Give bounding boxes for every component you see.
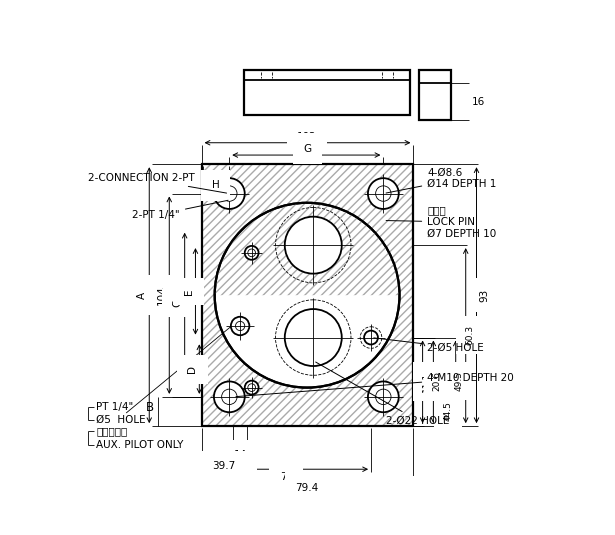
Circle shape — [376, 389, 391, 404]
Text: 20.6: 20.6 — [433, 371, 442, 392]
Text: D: D — [188, 365, 197, 373]
Text: 4-M10 DEPTH 20: 4-M10 DEPTH 20 — [236, 373, 514, 396]
Text: 2-Ø22 HOLE: 2-Ø22 HOLE — [315, 362, 450, 426]
Circle shape — [221, 389, 237, 404]
Text: 39.7: 39.7 — [212, 461, 236, 471]
Circle shape — [368, 381, 399, 412]
Text: 14: 14 — [234, 450, 247, 460]
Text: 輔助引導孔: 輔助引導孔 — [96, 426, 127, 435]
Circle shape — [376, 186, 391, 201]
Text: 102: 102 — [297, 132, 317, 142]
Text: 2-PT 1/4": 2-PT 1/4" — [132, 200, 228, 220]
Circle shape — [364, 331, 378, 345]
Text: PT 1/4": PT 1/4" — [96, 402, 133, 412]
Text: AUX. PILOT ONLY: AUX. PILOT ONLY — [96, 440, 183, 450]
Circle shape — [245, 246, 258, 260]
Text: 104: 104 — [157, 285, 167, 305]
Text: 2-Ø5 HOLE: 2-Ø5 HOLE — [374, 338, 484, 353]
Text: 44.5: 44.5 — [443, 402, 453, 422]
Circle shape — [285, 217, 342, 273]
Text: 4-Ø8.6
Ø14 DEPTH 1: 4-Ø8.6 Ø14 DEPTH 1 — [386, 167, 496, 193]
Text: G: G — [303, 144, 311, 154]
Circle shape — [248, 249, 255, 257]
Circle shape — [221, 186, 237, 201]
Circle shape — [285, 309, 342, 366]
Text: 93: 93 — [479, 288, 489, 302]
Circle shape — [245, 381, 258, 394]
Bar — [202, 164, 413, 426]
Circle shape — [248, 384, 255, 392]
Circle shape — [368, 178, 399, 209]
Text: 2-CONNECTION 2-PT: 2-CONNECTION 2-PT — [88, 173, 226, 193]
Text: 固定稗
LOCK PIN
Ø7 DEPTH 10: 固定稗 LOCK PIN Ø7 DEPTH 10 — [386, 205, 496, 239]
Text: 49.5: 49.5 — [455, 371, 464, 392]
Text: 79.4: 79.4 — [295, 483, 319, 493]
Text: B: B — [146, 401, 154, 414]
Bar — [419, 71, 451, 120]
Text: 11.1: 11.1 — [422, 371, 431, 392]
Circle shape — [215, 203, 400, 387]
Text: 16: 16 — [472, 96, 485, 106]
Text: 60.3: 60.3 — [465, 325, 474, 345]
Text: Ø5  HOLE: Ø5 HOLE — [96, 415, 146, 425]
Text: E: E — [183, 288, 194, 295]
Text: A: A — [137, 292, 146, 299]
Circle shape — [214, 178, 245, 209]
Text: H: H — [212, 180, 220, 190]
Circle shape — [231, 317, 249, 335]
Bar — [202, 164, 413, 426]
Bar — [244, 71, 410, 115]
Circle shape — [214, 381, 245, 412]
Circle shape — [236, 322, 245, 331]
Text: 73: 73 — [280, 472, 293, 482]
Text: C: C — [172, 299, 182, 307]
